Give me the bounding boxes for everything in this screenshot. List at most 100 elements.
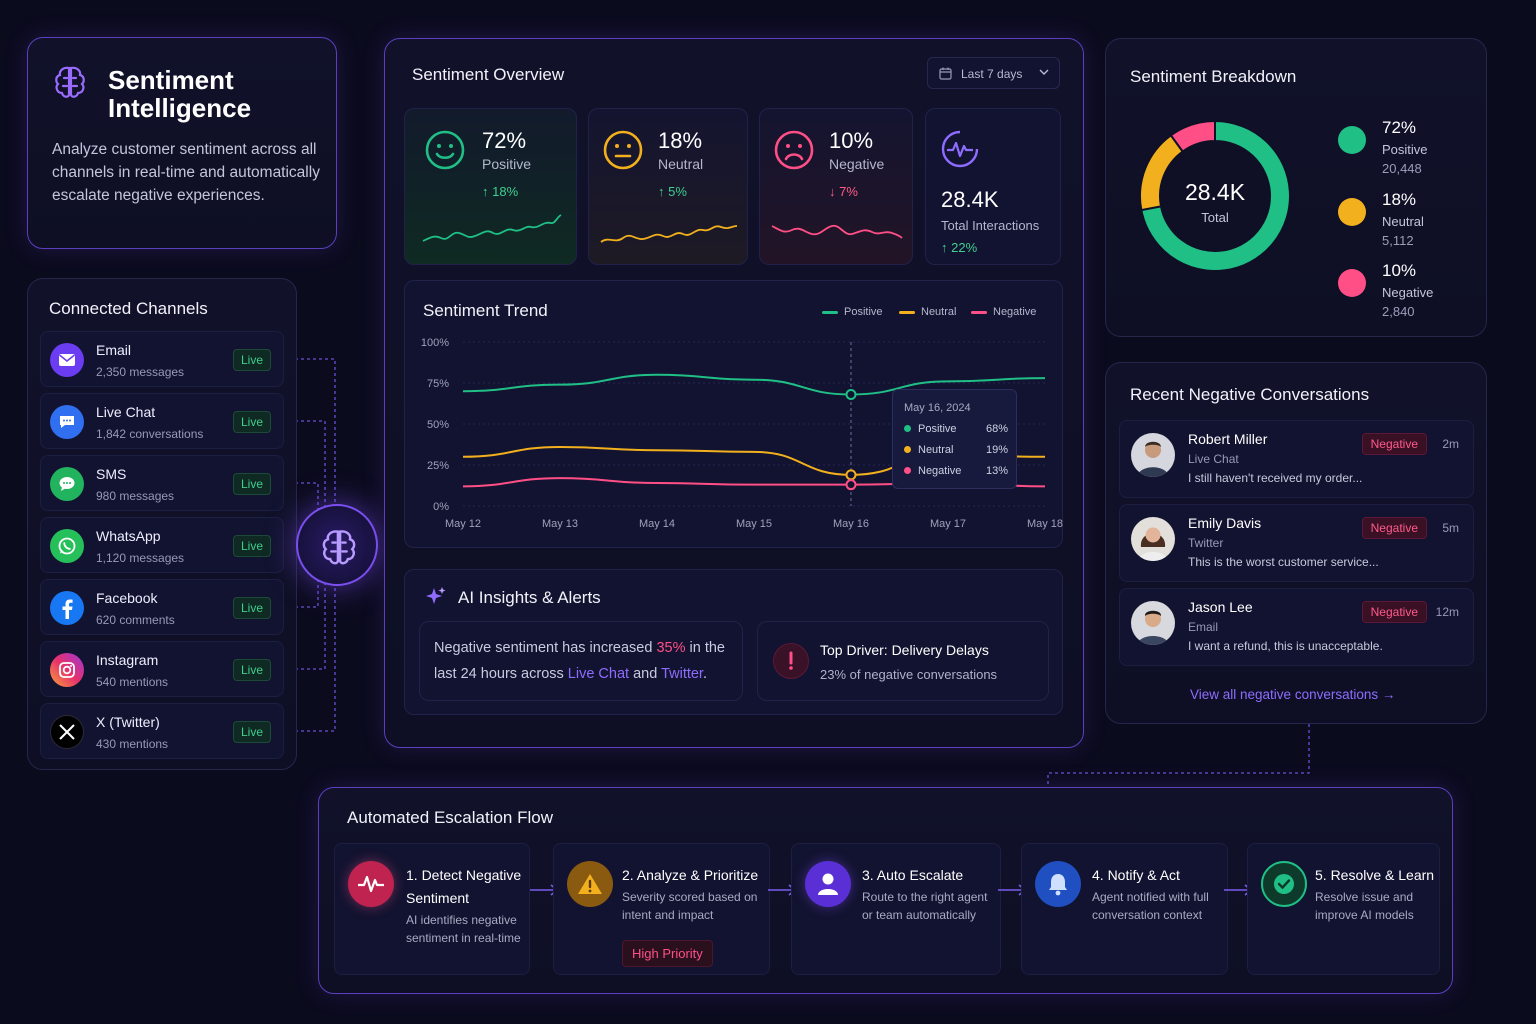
channel-count: 1,842 conversations — [96, 427, 204, 441]
channel-name: Facebook — [96, 590, 158, 606]
channel-count: 1,120 messages — [96, 551, 185, 565]
timestamp: 5m — [1442, 521, 1459, 535]
timestamp: 12m — [1435, 605, 1459, 619]
arrow-right-icon: → — [1381, 687, 1396, 702]
channel-name: Instagram — [96, 652, 159, 668]
driver-title: Top Driver: Delivery Delays — [820, 642, 989, 658]
sentiment-tag: Negative — [1361, 601, 1427, 623]
stat-label: Negative — [829, 156, 885, 172]
channel-row-instagram[interactable]: Instagram 540 mentions Live — [40, 641, 284, 697]
panel-title: Automated Escalation Flow — [347, 808, 553, 827]
contact-name: Emily Davis — [1188, 515, 1262, 531]
sentiment-overview-panel: Sentiment Overview Last 7 days 72% Posit… — [384, 38, 1084, 748]
channel-name: WhatsApp — [96, 528, 161, 544]
legend-dot — [1338, 198, 1366, 226]
brain-icon — [322, 530, 356, 565]
avatar — [1131, 517, 1175, 561]
ai-hub-node — [296, 504, 378, 586]
timestamp: 2m — [1442, 437, 1459, 451]
channel-row-email[interactable]: Email 2,350 messages Live — [40, 331, 284, 387]
sentiment-breakdown-panel: Sentiment Breakdown 28.4K Total 72% Posi… — [1105, 38, 1487, 337]
alert-icon — [773, 643, 809, 679]
x-tick-label: May 16 — [833, 518, 869, 530]
stat-card-positive: 72% Positive ↑ 18% — [404, 108, 577, 265]
channel-row-live-chat[interactable]: Live Chat 1,842 conversations Live — [40, 393, 284, 449]
x-twitter-icon — [50, 715, 84, 749]
stat-value: 18% — [658, 128, 703, 153]
intro-card: Sentiment Intelligence Analyze customer … — [27, 37, 337, 249]
panel-title: AI Insights & Alerts — [458, 588, 601, 607]
tooltip-row: Negative 13% — [904, 465, 1008, 477]
channel-name: X (Twitter) — [96, 714, 160, 730]
stat-card-neutral: 18% Neutral ↑ 5% — [588, 108, 748, 265]
avatar — [1131, 433, 1175, 477]
view-all-link[interactable]: View all negative conversations → — [1190, 687, 1396, 702]
x-tick-label: May 13 — [542, 518, 578, 530]
channel-name: Live Chat — [96, 404, 156, 420]
y-tick-label: 0% — [433, 501, 449, 513]
step-description: Resolve issue and improve AI models — [1315, 890, 1414, 922]
neutral-face-icon — [603, 130, 643, 170]
stat-label: Total Interactions — [941, 218, 1040, 233]
x-tick-label: May 18 — [1027, 518, 1063, 530]
flow-step-escalate[interactable]: 3. Auto Escalate Route to the right agen… — [791, 843, 1001, 975]
sparkline-negative — [771, 224, 903, 239]
highlight-point[interactable] — [845, 388, 857, 400]
donut-slice-negative[interactable] — [1169, 119, 1216, 153]
breakdown-count: 5,112 — [1382, 233, 1414, 248]
status-badge: Live — [232, 411, 271, 433]
insight-alert-card[interactable]: Negative sentiment has increased 35% in … — [419, 621, 743, 701]
message-preview: This is the worst customer service... — [1188, 555, 1379, 569]
channel-count: 620 comments — [96, 613, 175, 627]
avatar — [1131, 601, 1175, 645]
stat-card-total: 28.4K Total Interactions ↑ 22% — [925, 108, 1061, 265]
flow-step-analyze[interactable]: 2. Analyze & Prioritize Severity scored … — [553, 843, 770, 975]
channel-row-sms[interactable]: SMS 980 messages Live — [40, 455, 284, 511]
top-driver-card[interactable]: Top Driver: Delivery Delays 23% of negat… — [757, 621, 1049, 701]
donut-slice-positive[interactable] — [1140, 119, 1291, 272]
flow-step-resolve[interactable]: 5. Resolve & Learn Resolve issue and impr… — [1247, 843, 1440, 975]
stat-label: Positive — [482, 156, 532, 172]
step-description: AI identifies negative sentiment in real-… — [406, 913, 521, 945]
flow-step-notify[interactable]: 4. Notify & Act Agent notified with full… — [1021, 843, 1228, 975]
status-badge: Live — [232, 473, 271, 495]
step-description: Severity scored based on intent and impac… — [622, 890, 758, 922]
stat-value: 72% — [482, 128, 527, 153]
chart-tooltip: May 16, 2024 Positive 68% Neutral 19% Nega… — [892, 389, 1017, 489]
conversation-row[interactable]: Robert Miller Live Chat I still haven't … — [1119, 420, 1474, 498]
user-icon — [805, 861, 851, 907]
sentiment-trend-chart: Sentiment Trend Positive Neutral Negativ… — [404, 280, 1063, 548]
panel-title: Sentiment Overview — [412, 65, 565, 84]
channel-row-x-twitter[interactable]: X (Twitter) 430 mentions Live — [40, 703, 284, 759]
donut-total: 28.4K — [1184, 179, 1246, 205]
channel-count: 430 mentions — [96, 737, 169, 751]
escalation-flow-panel: Automated Escalation Flow 1. Detect Nega… — [318, 787, 1453, 994]
date-range-dropdown[interactable]: Last 7 days — [927, 57, 1060, 89]
tooltip-row: Positive 68% — [904, 423, 1008, 435]
conversation-row[interactable]: Emily Davis Twitter This is the worst cu… — [1119, 504, 1474, 582]
chat-bubble-icon — [50, 405, 84, 439]
breakdown-count: 2,840 — [1382, 304, 1415, 319]
priority-badge: High Priority — [622, 940, 713, 967]
check-circle-icon — [1261, 861, 1307, 907]
brain-icon — [55, 66, 85, 98]
channel-row-facebook[interactable]: Facebook 620 comments Live — [40, 579, 284, 635]
sentiment-tag: Negative — [1361, 517, 1427, 539]
conversation-row[interactable]: Jason Lee Email I want a refund, this is… — [1119, 588, 1474, 666]
whatsapp-icon — [50, 529, 84, 563]
step-description: Agent notified with full conversation con… — [1092, 890, 1209, 922]
flow-step-detect[interactable]: 1. Detect Negative Sentiment AI identifie… — [334, 843, 530, 975]
ai-insights-panel: AI Insights & Alerts Negative sentiment … — [404, 569, 1063, 715]
channel-row-whatsapp[interactable]: WhatsApp 1,120 messages Live — [40, 517, 284, 573]
step-title: 4. Notify & Act — [1092, 867, 1180, 883]
highlight-point[interactable] — [845, 469, 857, 481]
step-title: 3. Auto Escalate — [862, 867, 964, 883]
connected-channels-panel: Connected Channels Email 2,350 messages … — [27, 278, 297, 770]
highlight-point[interactable] — [845, 479, 857, 491]
legend-positive: Positive — [822, 306, 883, 318]
step-title: 5. Resolve & Learn — [1315, 867, 1435, 883]
stat-change: ↑ 5% — [658, 184, 687, 199]
breakdown-label: Positive — [1382, 142, 1428, 157]
step-description: Route to the right agent or team automati… — [862, 890, 988, 922]
date-range-value: Last 7 days — [961, 67, 1023, 81]
